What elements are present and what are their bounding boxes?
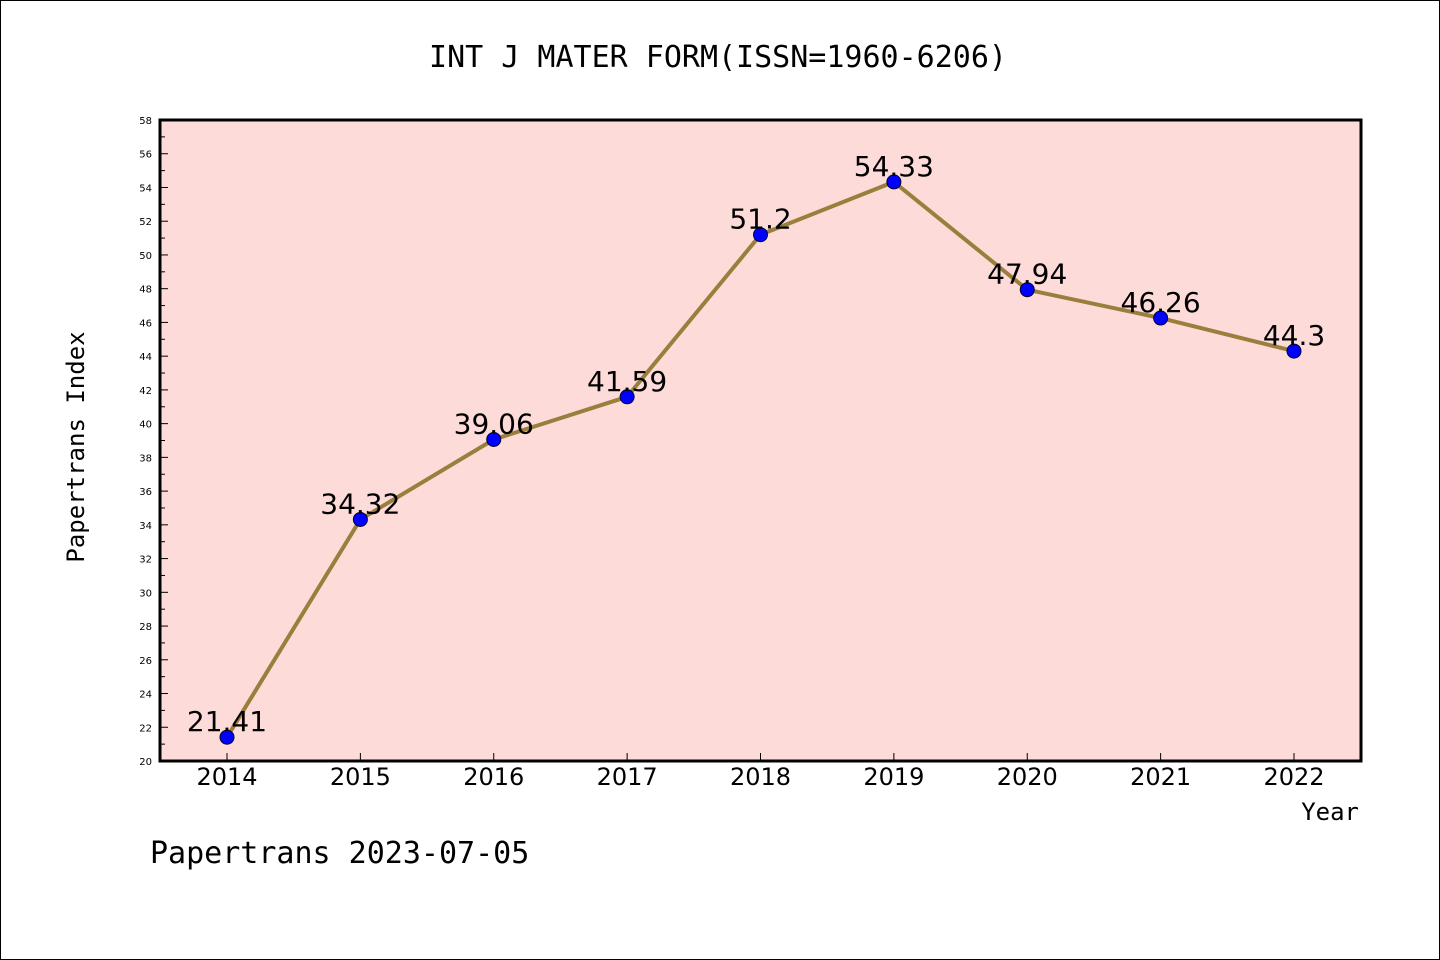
y-tick-label: 40 [139, 420, 152, 431]
x-tick-label: 2022 [1263, 763, 1324, 791]
y-tick-label: 24 [139, 690, 152, 701]
data-label: 21.41 [187, 705, 267, 738]
x-tick-label: 2015 [330, 763, 391, 791]
data-point [753, 227, 768, 243]
data-point [886, 174, 902, 190]
plot-area [160, 120, 1361, 761]
y-tick-label: 20 [139, 757, 152, 768]
data-points [219, 174, 1302, 745]
data-label: 39.06 [454, 407, 534, 440]
x-tick-label: 2017 [597, 763, 658, 791]
y-tick-label: 58 [139, 116, 152, 127]
data-label: 51.2 [729, 203, 791, 236]
data-label: 54.33 [854, 150, 934, 183]
y-tick-label: 44 [139, 352, 152, 363]
y-tick-label: 48 [139, 285, 152, 296]
x-tick-label: 2018 [730, 763, 791, 791]
y-tick-label: 54 [139, 183, 152, 194]
plot-border [158, 118, 1363, 763]
x-tick-label: 2019 [863, 763, 924, 791]
data-label: 47.94 [987, 258, 1067, 291]
footer-watermark: Papertrans 2023-07-05 [150, 836, 529, 871]
y-tick-label: 38 [139, 453, 152, 464]
y-tick-label: 30 [139, 588, 152, 599]
y-tick-label: 22 [139, 723, 152, 734]
chart-title: INT J MATER FORM(ISSN=1960-6206) [429, 40, 1007, 75]
y-tick-label: 46 [139, 318, 152, 329]
data-point [619, 389, 635, 405]
x-tick-label: 2014 [196, 763, 257, 791]
y-tick-label: 52 [139, 217, 152, 228]
y-tick-label: 56 [139, 150, 152, 161]
y-axis-label: Papertrans Index [62, 331, 90, 562]
y-tick-label: 36 [139, 487, 152, 498]
x-axis-label: Year [1301, 798, 1359, 826]
data-point [1019, 282, 1035, 298]
y-tick-label: 28 [139, 622, 152, 633]
y-tick-label: 50 [139, 251, 152, 262]
y-tick-label: 42 [139, 386, 152, 397]
data-point [352, 511, 368, 527]
y-tick-label: 32 [139, 555, 152, 566]
data-label: 44.3 [1263, 319, 1325, 352]
y-tick-label: 26 [139, 656, 152, 667]
data-label: 41.59 [587, 365, 667, 398]
x-tick-label: 2020 [997, 763, 1058, 791]
data-point [486, 431, 502, 447]
x-tick-label: 2021 [1130, 763, 1191, 791]
y-tick-label: 34 [139, 521, 152, 532]
x-tick-label: 2016 [463, 763, 524, 791]
x-axis: 2014 2015 2016 2017 2018 2019 2020 2021 2022 [196, 753, 1325, 791]
data-label: 46.26 [1121, 286, 1201, 319]
data-point [219, 729, 235, 745]
data-label: 34.32 [320, 487, 400, 520]
data-point [1286, 343, 1302, 359]
data-labels: 21.41 34.32 39.06 41.59 51.2 54.33 47.94 46.26 4… [187, 150, 1325, 738]
data-point [1153, 310, 1169, 326]
